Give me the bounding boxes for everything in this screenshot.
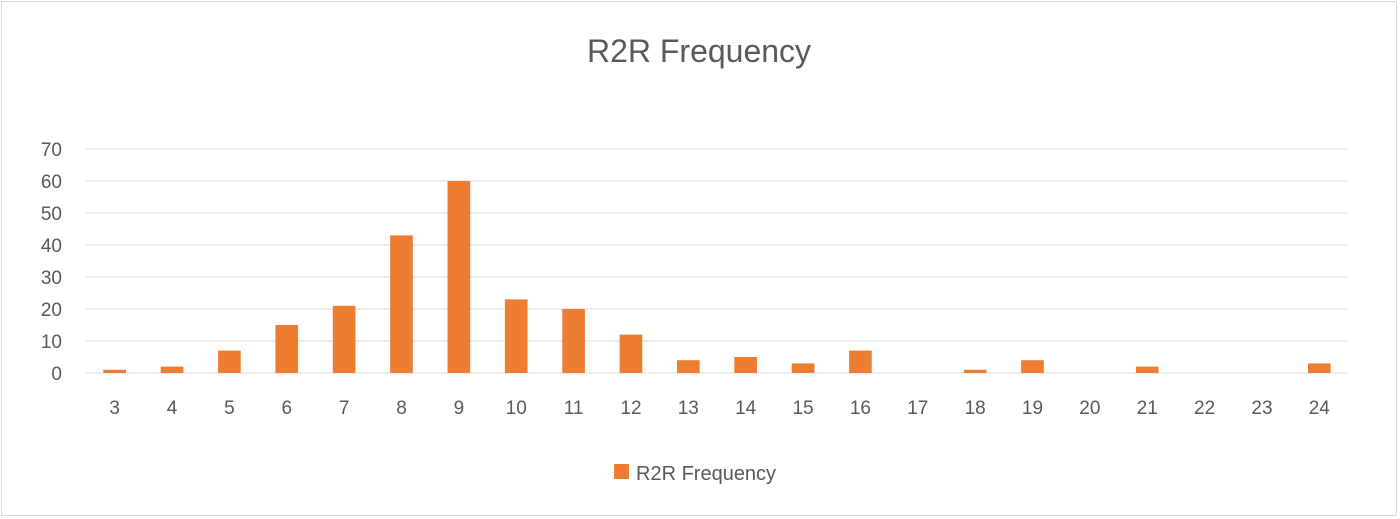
y-tick-label: 20 bbox=[41, 300, 62, 321]
y-tick-label: 30 bbox=[41, 268, 62, 289]
bar-7 bbox=[332, 305, 356, 373]
bar-5 bbox=[218, 350, 241, 373]
x-tick-label: 24 bbox=[1309, 398, 1331, 419]
bar-6 bbox=[275, 325, 299, 373]
x-tick-label: 15 bbox=[792, 398, 813, 419]
bar-21 bbox=[1135, 366, 1159, 373]
bar-14 bbox=[734, 357, 758, 373]
x-tick-label: 20 bbox=[1079, 398, 1100, 419]
x-tick-label: 23 bbox=[1251, 398, 1272, 419]
bar-8 bbox=[390, 235, 413, 373]
x-tick-label: 22 bbox=[1194, 398, 1215, 419]
x-tick-label: 16 bbox=[850, 398, 871, 419]
x-tick-label: 21 bbox=[1137, 398, 1158, 419]
x-tick-label: 10 bbox=[506, 398, 527, 419]
x-tick-label: 17 bbox=[907, 398, 928, 419]
x-tick-label: 12 bbox=[620, 398, 641, 419]
bar-3 bbox=[103, 369, 127, 373]
bar-12 bbox=[619, 334, 643, 373]
y-tick-label: 50 bbox=[41, 204, 62, 225]
x-tick-label: 11 bbox=[564, 398, 584, 419]
legend-label: R2R Frequency bbox=[636, 463, 776, 485]
bar-16 bbox=[849, 350, 872, 373]
x-tick-label: 6 bbox=[281, 398, 292, 419]
bar-18 bbox=[963, 369, 987, 373]
bar-11 bbox=[562, 309, 585, 373]
x-axis-ticks: 3 4 5 6 7 8 9 10 11 12 13 14 15 16 17 18 19 20 21 22 23 24 bbox=[109, 398, 1330, 419]
x-tick-label: 18 bbox=[965, 398, 986, 419]
x-tick-label: 7 bbox=[339, 398, 350, 419]
bar-15 bbox=[791, 363, 815, 373]
bar-19 bbox=[1021, 360, 1044, 373]
x-tick-label: 5 bbox=[224, 398, 235, 419]
chart-title: R2R Frequency bbox=[587, 33, 811, 69]
bar-13 bbox=[676, 360, 700, 373]
y-tick-label: 60 bbox=[41, 172, 62, 193]
x-tick-label: 13 bbox=[678, 398, 699, 419]
x-tick-label: 14 bbox=[735, 398, 757, 419]
x-tick-label: 19 bbox=[1022, 398, 1043, 419]
x-tick-label: 4 bbox=[167, 398, 178, 419]
x-tick-label: 9 bbox=[454, 398, 465, 419]
x-tick-label: 8 bbox=[396, 398, 407, 419]
y-tick-label: 70 bbox=[41, 140, 62, 161]
bar-9 bbox=[447, 181, 471, 373]
bar-10 bbox=[504, 299, 528, 373]
bar-24 bbox=[1307, 363, 1331, 373]
y-tick-label: 40 bbox=[41, 236, 62, 257]
y-axis-ticks: 0 10 20 30 40 50 60 70 bbox=[41, 140, 62, 385]
legend: R2R Frequency bbox=[614, 463, 776, 485]
x-tick-label: 3 bbox=[109, 398, 120, 419]
bars bbox=[103, 181, 1331, 373]
y-tick-label: 0 bbox=[51, 364, 62, 385]
bar-4 bbox=[160, 366, 184, 373]
legend-swatch bbox=[614, 464, 629, 479]
gridlines bbox=[86, 148, 1348, 374]
y-tick-label: 10 bbox=[41, 332, 62, 353]
